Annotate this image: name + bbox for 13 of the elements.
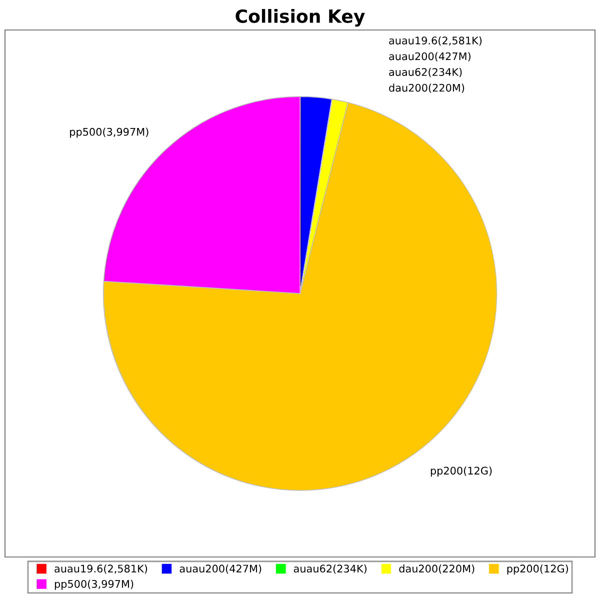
legend-label: auau19.6(2,581K) [54, 564, 148, 574]
legend-label: auau62(234K) [294, 564, 366, 574]
category-label: auau19.6(2,581K) [389, 36, 482, 46]
category-label: auau62(234K) [389, 68, 462, 78]
slice-label: pp200(12G) [430, 466, 492, 477]
slice-label: pp500(3,997M) [70, 128, 148, 138]
legend-label: dau200(220M) [399, 564, 474, 574]
legend-label: pp500(3,997M) [54, 580, 134, 590]
chart-title: Collision Key [236, 9, 365, 27]
category-label: dau200(220M) [389, 84, 464, 93]
category-label: auau200(427M) [389, 52, 470, 62]
legend-label: pp200(12G) [507, 564, 568, 575]
legend-label: auau200(427M) [180, 564, 262, 574]
